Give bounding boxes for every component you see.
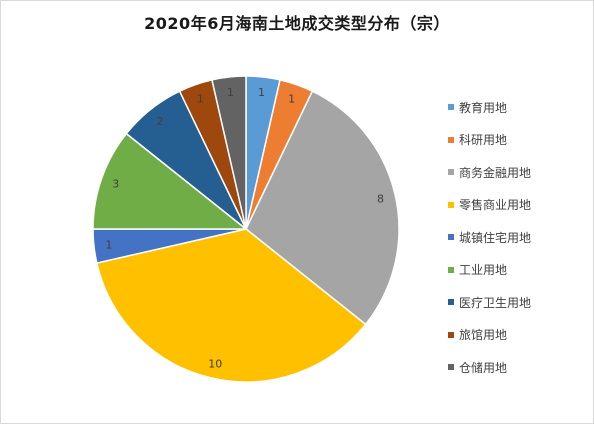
data-label-3: 8 xyxy=(377,192,384,205)
legend-item-1: 教育用地 xyxy=(448,91,588,124)
legend-item-6: 工业用地 xyxy=(448,254,588,287)
legend-swatch xyxy=(448,331,454,338)
legend-label: 旅馆用地 xyxy=(459,328,508,343)
pie-slices xyxy=(92,75,400,383)
legend-item-2: 科研用地 xyxy=(448,124,588,157)
legend-label: 工业用地 xyxy=(459,263,508,278)
legend-swatch xyxy=(448,136,454,143)
legend-item-5: 城镇住宅用地 xyxy=(448,221,588,254)
data-label-6: 3 xyxy=(112,177,119,190)
legend-swatch xyxy=(448,104,454,111)
legend-item-3: 商务金融用地 xyxy=(448,156,588,189)
legend-swatch xyxy=(448,266,454,273)
data-label-5: 1 xyxy=(105,239,112,252)
legend-label: 商务金融用地 xyxy=(459,165,532,180)
legend-label: 医疗卫生用地 xyxy=(459,295,532,310)
pie-slice-4 xyxy=(95,228,367,383)
data-label-2: 1 xyxy=(288,93,295,106)
pie-slice-9 xyxy=(211,75,247,230)
legend-item-8: 旅馆用地 xyxy=(448,319,588,352)
legend-item-9: 仓储用地 xyxy=(448,351,588,384)
legend-label: 零售商业用地 xyxy=(459,198,532,213)
data-label-8: 1 xyxy=(197,93,204,106)
legend-label: 仓储用地 xyxy=(459,360,508,375)
legend-swatch xyxy=(448,169,454,176)
chart-title: 2020年6月海南土地成交类型分布（宗） xyxy=(144,14,450,33)
legend-item-4: 零售商业用地 xyxy=(448,189,588,222)
legend-label: 教育用地 xyxy=(459,100,508,115)
pie-slice-6 xyxy=(92,132,249,230)
data-label-4: 10 xyxy=(208,358,222,371)
data-label-9: 1 xyxy=(227,86,234,99)
data-label-7: 2 xyxy=(157,115,164,128)
legend-label: 科研用地 xyxy=(459,133,508,148)
legend-swatch xyxy=(448,234,454,241)
data-label-1: 1 xyxy=(258,86,265,99)
pie-data-labels: 1 1 8 10 1 3 2 1 1 xyxy=(105,86,384,371)
chart-legend: 教育用地科研用地商务金融用地 零售商业用地 城镇住宅用地 工业用地医疗卫生用地 旅馆用地… xyxy=(448,91,588,384)
legend-swatch xyxy=(448,299,454,306)
legend-swatch xyxy=(448,364,454,371)
legend-item-7: 医疗卫生用地 xyxy=(448,286,588,319)
pie-slice-3 xyxy=(245,90,400,326)
legend-label: 城镇住宅用地 xyxy=(459,230,532,245)
legend-swatch xyxy=(448,201,454,208)
